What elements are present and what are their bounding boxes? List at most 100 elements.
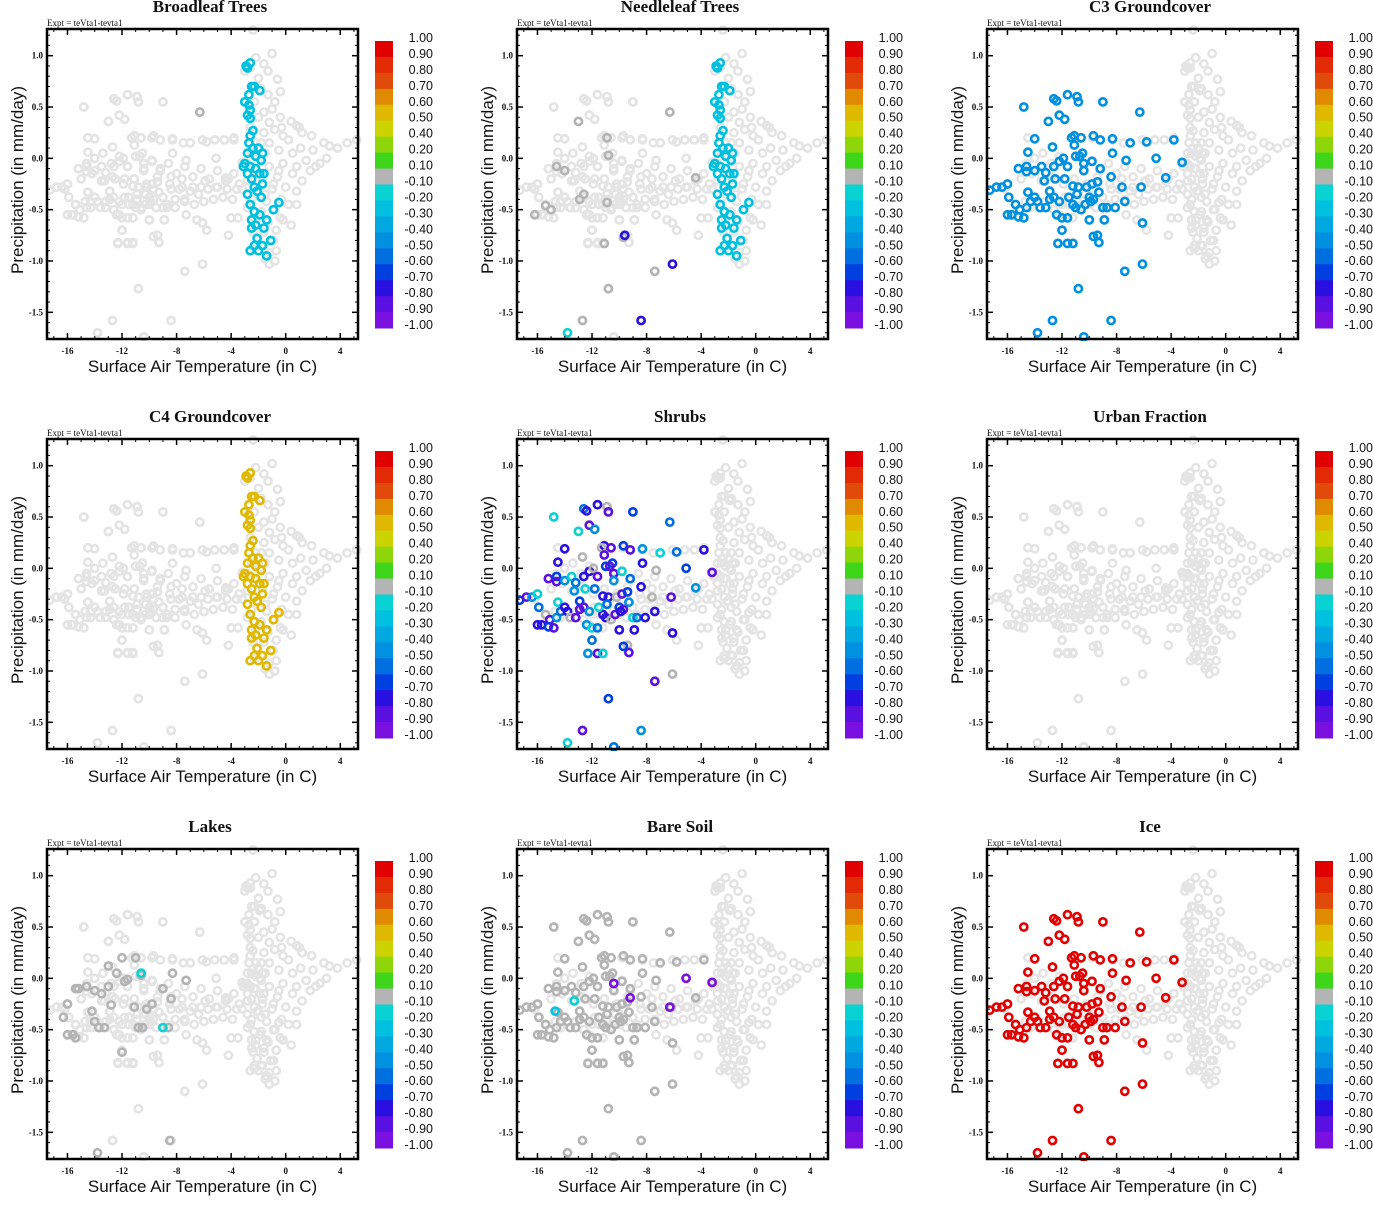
colorbar-label: 1.00 (879, 851, 903, 865)
colorbar-box (1315, 232, 1333, 248)
background-point (282, 184, 289, 191)
background-point (1088, 568, 1095, 575)
data-point (588, 637, 595, 644)
data-point (616, 1036, 623, 1043)
background-point (743, 637, 750, 644)
background-point (1153, 1004, 1160, 1011)
background-point (755, 201, 762, 208)
background-point (1169, 606, 1176, 613)
colorbar-label: 0.70 (409, 489, 433, 503)
background-point (289, 970, 296, 977)
colorbar-box (845, 200, 863, 216)
data-point (669, 261, 676, 268)
background-point (1252, 163, 1259, 170)
colorbar-label: -0.40 (875, 222, 904, 236)
background-point (1225, 546, 1232, 553)
background-point (1199, 590, 1206, 597)
colorbar-label: -0.10 (875, 585, 904, 599)
colorbar-box (1315, 1036, 1333, 1052)
y-tick-label: -1.0 (969, 666, 984, 676)
background-point (736, 163, 743, 170)
colorbar-label: 0.70 (409, 79, 433, 93)
colorbar-label: -0.80 (1345, 1106, 1373, 1120)
background-point (80, 923, 87, 930)
background-point (758, 222, 765, 229)
background-point (326, 552, 333, 559)
data-point (553, 988, 560, 995)
background-point (734, 501, 741, 508)
background-point (323, 155, 330, 162)
colorbar-label: -0.10 (405, 995, 434, 1009)
data-point (653, 567, 660, 574)
background-point (572, 169, 579, 176)
data-point (639, 560, 646, 567)
colorbar-label: -0.30 (405, 1026, 434, 1040)
colorbar-label: -0.70 (875, 270, 904, 284)
data-point (729, 180, 736, 187)
background-point (84, 599, 91, 606)
data-point (639, 955, 646, 962)
background-point (1233, 611, 1240, 618)
background-point (161, 626, 168, 633)
colorbar-box (375, 957, 393, 973)
background-point (289, 170, 296, 177)
background-point (1064, 501, 1071, 508)
background-point (1075, 695, 1082, 702)
background-point (736, 549, 743, 556)
colorbar-box (375, 658, 393, 674)
colorbar-label: 0.80 (1349, 63, 1373, 77)
colorbar-label: -0.40 (1345, 1042, 1373, 1056)
background-point (1239, 997, 1246, 1004)
data-point (1042, 169, 1049, 176)
colorbar-label: -1.00 (1345, 318, 1373, 332)
background-point (124, 624, 131, 631)
data-point (1080, 167, 1087, 174)
x-tick-label: -12 (116, 346, 128, 356)
x-tick-label: -8 (173, 1166, 181, 1176)
x-tick-label: 4 (338, 1166, 343, 1176)
background-point (277, 934, 284, 941)
x-tick-label: -16 (61, 756, 73, 766)
background-point (648, 585, 655, 592)
background-point (743, 657, 750, 664)
background-point (1209, 50, 1216, 57)
colorbar-box (845, 941, 863, 957)
background-point (213, 594, 220, 601)
background-point (651, 198, 658, 205)
background-point (78, 995, 85, 1002)
colorbar-label: -0.90 (875, 1122, 904, 1136)
background-point (752, 594, 759, 601)
colorbar-box (845, 1116, 863, 1132)
data-point (1020, 1034, 1027, 1041)
x-axis-label: Surface Air Temperature (in C) (987, 767, 1298, 787)
colorbar-label: 0.50 (1349, 111, 1373, 125)
background-point (796, 142, 803, 149)
background-point (1195, 524, 1202, 531)
data-point (258, 604, 265, 611)
background-point (747, 934, 754, 941)
colorbar-box (1315, 1068, 1333, 1084)
colorbar-label: 0.50 (409, 931, 433, 945)
colorbar-label: 0.10 (1349, 159, 1373, 173)
x-axis-label: Surface Air Temperature (in C) (517, 357, 828, 377)
background-point (1209, 870, 1216, 877)
background-point (1284, 139, 1291, 146)
data-point (594, 983, 601, 990)
background-point (1121, 678, 1128, 685)
background-point (334, 965, 341, 972)
data-point (591, 936, 598, 943)
background-point (275, 167, 282, 174)
data-point (572, 614, 579, 621)
data-point (1109, 135, 1116, 142)
colorbar-label: -0.70 (875, 1090, 904, 1104)
background-point (1042, 579, 1049, 586)
background-point (755, 611, 762, 618)
background-point (273, 227, 280, 234)
colorbar-label: -0.30 (875, 616, 904, 630)
background-point (569, 150, 576, 157)
colorbar-label: 0.40 (409, 537, 433, 551)
colorbar-box (845, 595, 863, 611)
x-tick-label: -16 (531, 1166, 543, 1176)
colorbar-box (845, 57, 863, 73)
